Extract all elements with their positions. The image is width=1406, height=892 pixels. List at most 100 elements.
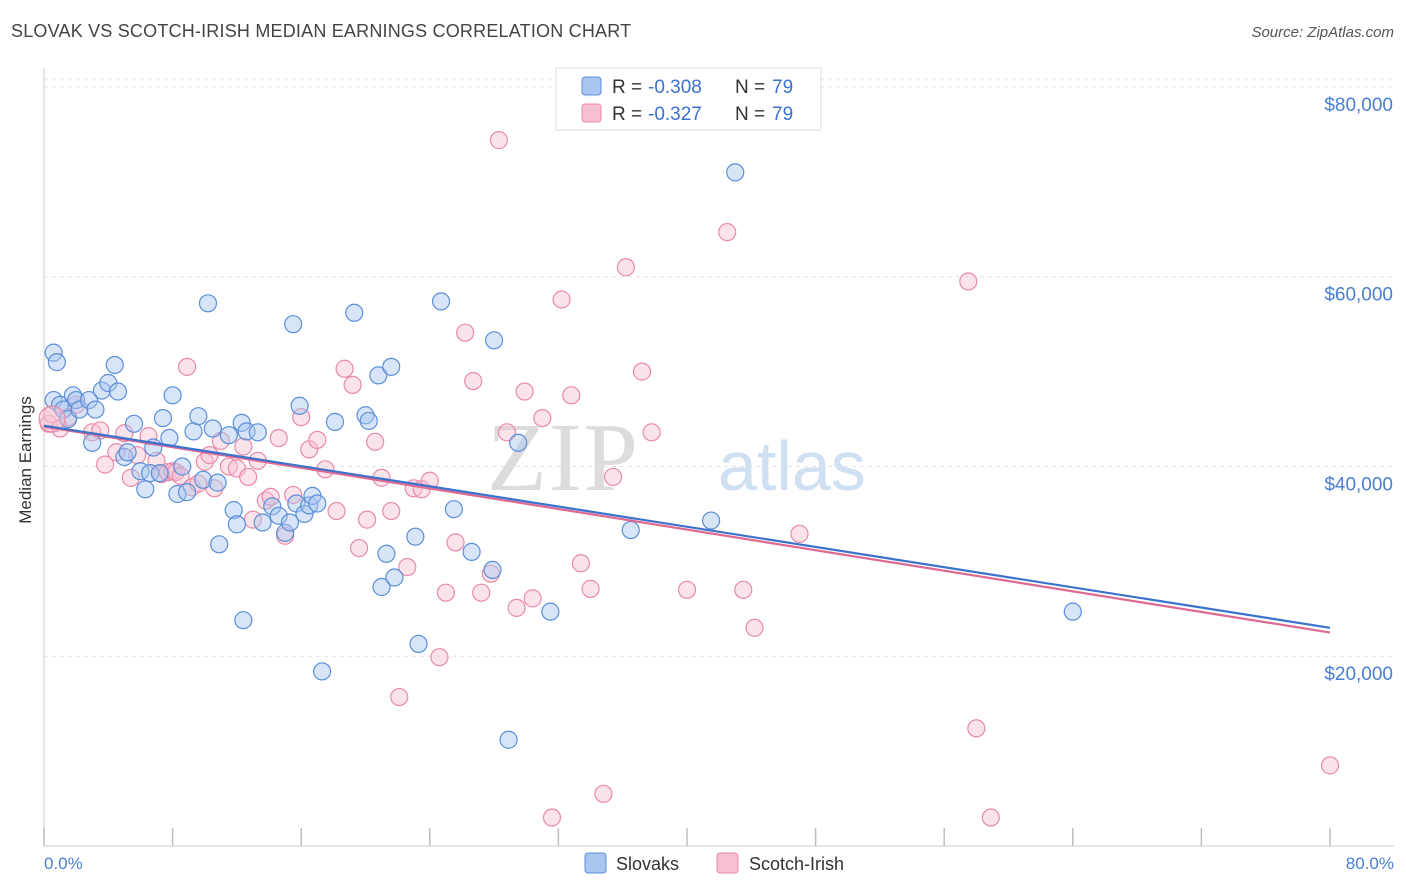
scotch-irish-point (642, 423, 661, 442)
scotch-irish-n-value: 79 (772, 104, 793, 125)
slovaks-point (1063, 602, 1082, 621)
scotch-irish-point (745, 618, 764, 637)
y-tick-label: $60,000 (1324, 285, 1393, 306)
slovaks-point (462, 542, 481, 561)
scotch-irish-point (327, 501, 346, 521)
slovaks-point (163, 386, 182, 405)
slovaks-point (108, 382, 128, 401)
trend-lines (43, 424, 1331, 634)
scotch-irish-legend-swatch (581, 103, 602, 123)
scotch-irish-point (269, 428, 288, 448)
series-legend: Slovaks Scotch-Irish (584, 852, 844, 874)
scotch-irish-point (349, 538, 369, 558)
scotch-irish-point (390, 687, 409, 707)
legend-scotch-irish-label: Scotch-Irish (749, 854, 844, 874)
slovaks-point (83, 433, 102, 452)
slovaks-point (312, 662, 332, 681)
scotch-irish-point (464, 371, 483, 391)
slovaks-point (136, 480, 155, 499)
slovaks-point (184, 422, 203, 441)
scotch-irish-trend-line (43, 425, 1331, 634)
slovaks-point (621, 520, 640, 540)
slovaks-point (234, 611, 253, 630)
scotch-irish-point (967, 719, 986, 738)
scotch-irish-point (472, 583, 491, 602)
scotch-irish-point (552, 290, 571, 309)
slovaks-point (406, 527, 425, 546)
slovaks-point (79, 390, 99, 410)
slovaks-point (70, 400, 89, 419)
x-tick-label-max: 80.0% (1346, 854, 1394, 873)
slovaks-point (483, 560, 502, 580)
slovaks-point (382, 357, 401, 376)
series-slovaks-points (38, 163, 1082, 749)
scotch-irish-point (398, 557, 417, 577)
scotch-irish-r-label: R = (612, 104, 642, 125)
slovaks-point (177, 483, 197, 502)
slovaks-point (44, 343, 63, 362)
stats-legend: R = -0.308 N = 79 R = -0.327 N = 79 (555, 67, 822, 131)
slovaks-point (284, 315, 303, 334)
legend-scotch-irish-swatch (716, 852, 739, 874)
scotch-irish-point (382, 501, 401, 521)
slovaks-point (377, 544, 396, 563)
slovaks-point (444, 500, 464, 519)
scotch-irish-point (292, 408, 311, 427)
scotch-irish-point (95, 455, 115, 474)
slovaks-point (203, 419, 222, 438)
scotch-irish-point (121, 468, 140, 487)
scotch-irish-n-label: N = (735, 104, 765, 125)
scotch-irish-point (790, 524, 809, 543)
slovaks-point (198, 294, 218, 313)
slovaks-point (509, 433, 528, 452)
y-tick-label: $40,000 (1324, 474, 1393, 495)
slovaks-n-value: 79 (772, 77, 793, 98)
scotch-irish-point (603, 467, 623, 487)
y-axis-tick-labels: $20,000 $40,000 $60,000 $80,000 (1324, 95, 1393, 685)
slovaks-point (499, 730, 518, 749)
slovaks-point (276, 523, 295, 543)
slovaks-point (263, 497, 282, 516)
slovaks-point (541, 602, 560, 621)
scotch-irish-point (343, 375, 362, 394)
slovaks-point (86, 400, 105, 419)
slovaks-point (153, 409, 173, 428)
slovaks-point (47, 353, 66, 372)
gridlines (44, 78, 1394, 657)
scotch-irish-point (436, 583, 455, 602)
scotch-irish-point (959, 272, 978, 291)
slovaks-point (140, 464, 160, 483)
scotch-irish-point (594, 784, 613, 803)
scotch-irish-point (358, 510, 377, 529)
slovaks-point (356, 406, 375, 425)
scotch-irish-r-value: -0.327 (648, 104, 702, 125)
slovaks-trend-line (43, 424, 1331, 629)
slovaks-point (194, 470, 213, 489)
slovaks-point (124, 414, 144, 433)
scotch-irish-point (523, 589, 542, 608)
slovaks-point (248, 423, 267, 442)
slovaks-r-label: R = (612, 77, 642, 98)
slovaks-point (359, 411, 378, 431)
scotch-irish-point (581, 579, 600, 598)
slovaks-point (385, 568, 404, 587)
watermark-zip: ZIP (487, 404, 640, 512)
slovaks-legend-swatch (581, 76, 602, 96)
scotch-irish-point (366, 432, 385, 451)
x-tick-label-min: 0.0% (44, 854, 83, 873)
slovaks-point (431, 292, 451, 311)
slovaks-point (150, 464, 169, 483)
slovaks-point (224, 501, 243, 520)
scotch-irish-point (308, 430, 327, 450)
y-tick-label: $20,000 (1324, 664, 1393, 685)
y-tick-label: $80,000 (1324, 95, 1393, 116)
slovaks-point (269, 506, 288, 525)
scotch-irish-point (497, 423, 517, 442)
scotch-irish-point (177, 357, 197, 376)
slovaks-point (372, 577, 391, 597)
scotch-irish-point (533, 409, 552, 428)
x-axis-ticks (43, 828, 1331, 846)
scotch-irish-point (507, 598, 526, 617)
slovaks-point (232, 413, 251, 432)
